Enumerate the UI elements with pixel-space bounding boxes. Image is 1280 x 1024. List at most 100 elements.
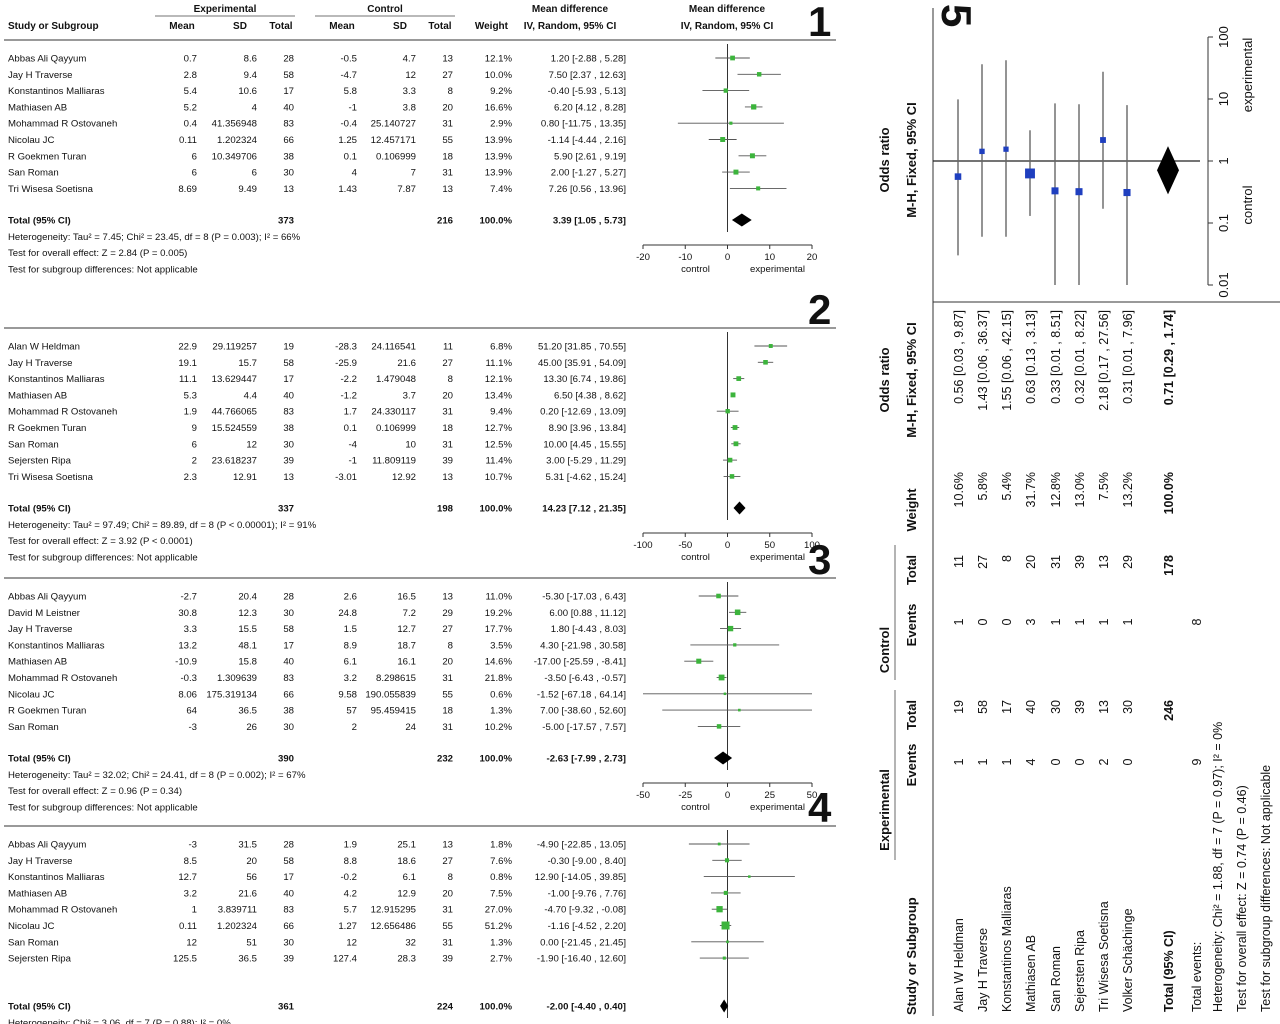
forest-panel-2: 2 Alan W Heldman 22.9 29.119257 19 -28.3 24.11… [4, 286, 836, 563]
row-cell-1: 15.5 [238, 624, 257, 635]
row-ctrl-events: 1 [1121, 618, 1135, 625]
row-exp-events: 0 [1121, 758, 1135, 765]
study-name: Nicolau JC [8, 135, 54, 146]
row-cell-5: 20 [442, 657, 453, 668]
row-cell-2: 30 [283, 168, 294, 179]
point-estimate [718, 674, 725, 681]
row-cell-5: 31 [442, 722, 453, 733]
or-study-marker [1123, 105, 1131, 285]
study-row: R Goekmen Turan 6 10.349706 38 0.1 0.106999 18… [8, 151, 767, 162]
row-cell-3: 0.1 [344, 151, 357, 162]
row-cell-1: 41.356948 [212, 119, 257, 130]
row-cell-7: -1.90 [-16.40 , 12.60] [537, 954, 626, 965]
study-row: Mohammad R Ostovaneh 1 3.839711 83 5.7 12.915… [8, 905, 728, 916]
study-name: Mohammad R Ostovaneh [8, 673, 117, 684]
y-tick-label: 1 [1216, 157, 1231, 164]
row-cell-1: 4 [252, 102, 258, 113]
row-ctrl-events: 0 [976, 618, 990, 625]
row-cell-0: 8.5 [184, 856, 197, 867]
row-cell-2: 17 [283, 374, 294, 385]
row-cell-1: 23.618237 [212, 456, 257, 467]
row-cell-1: 12.3 [238, 608, 257, 619]
or-study-marker [1075, 104, 1083, 285]
footnote: Test for overall effect: Z = 3.92 (P < 0… [8, 536, 193, 547]
row-cell-4: 12.9 [397, 888, 416, 899]
row-cell-7: 3.00 [-5.29 , 11.29] [546, 456, 626, 467]
row-cell-3: 1.9 [344, 840, 357, 851]
row-cell-0: 6 [192, 151, 197, 162]
panel-number: 4 [808, 784, 832, 831]
row-cell-6: 2.7% [490, 954, 512, 965]
row-cell-2: 19 [283, 342, 294, 353]
row-cell-2: 30 [283, 722, 294, 733]
study-row: San Roman 6 12 30 -4 10 31 12.5% 10.00 [4.45 , 1… [8, 439, 741, 450]
study-row: Jay H Traverse 8.5 20 58 8.8 18.6 27 7.6% -0.30 … [8, 856, 742, 867]
row-cell-3: 8.9 [344, 640, 357, 651]
axis-left-label: control [681, 552, 710, 563]
row-cell-2: 83 [283, 407, 294, 418]
row-cell-4: 1.479048 [376, 374, 416, 385]
row-cell-5: 55 [442, 135, 453, 146]
study-name: Konstantinos Malliaras [1000, 886, 1014, 1012]
row-cell-2: 13 [283, 472, 294, 483]
row-cell-3: 2.6 [344, 592, 357, 603]
study-name: Mathiasen AB [8, 657, 67, 668]
row-cell-7: -17.00 [-25.59 , -8.41] [534, 657, 626, 668]
row-cell-2: 38 [283, 423, 294, 434]
row-cell-4: 8.298615 [376, 673, 416, 684]
row-cell-2: 13 [283, 184, 294, 195]
row-cell-0: -10.9 [175, 657, 197, 668]
point-estimate [1025, 168, 1035, 179]
total-weight: 100.0% [1162, 472, 1176, 514]
row-ci: 0.31 [0.01 , 7.96] [1121, 310, 1135, 404]
row-cell-5: 55 [442, 921, 453, 932]
pooled-diamond [720, 999, 729, 1013]
study-name: Mohammad R Ostovaneh [8, 407, 117, 418]
point-estimate [748, 875, 751, 878]
row-cell-1: 175.319134 [206, 689, 257, 700]
point-estimate [733, 441, 739, 447]
row-cell-5: 31 [442, 439, 453, 450]
row-cell-1: 56 [246, 872, 257, 883]
row-cell-0: 0.11 [179, 135, 197, 146]
row-cell-2: 17 [283, 872, 294, 883]
row-cell-5: 39 [442, 954, 453, 965]
row-cell-1: 15.524559 [212, 423, 257, 434]
point-estimate [749, 153, 755, 159]
row-cell-2: 58 [283, 624, 294, 635]
row-cell-6: 13.9% [485, 151, 513, 162]
total-weight: 100.0% [479, 754, 512, 765]
study-name: Mathiasen AB [8, 888, 67, 899]
study-name: R Goekmen Turan [8, 706, 86, 717]
point-estimate [763, 360, 768, 365]
row-cell-2: 66 [283, 689, 294, 700]
row-cell-2: 39 [283, 456, 294, 467]
header-col-total-2: Total [269, 21, 292, 32]
study-name: Tri Wisesa Soetisna [1097, 901, 1111, 1012]
row-exp-events: 4 [1024, 758, 1038, 765]
header-col-mean-3: Mean [329, 21, 355, 32]
study-name: Tri Wisesa Soetisna [8, 472, 94, 483]
row-ctrl-total: 29 [1121, 555, 1135, 569]
row-cell-2: 28 [283, 54, 294, 65]
study-row: Nicolau JC 0.11 1.202324 66 1.27 12.656486 55 5… [8, 921, 732, 932]
row-ci: 1.43 [0.06 , 36.37] [976, 310, 990, 411]
row-weight: 5.8% [976, 472, 990, 501]
row-cell-5: 27 [442, 624, 453, 635]
row-cell-4: 18.7 [397, 640, 416, 651]
study-name: Mathiasen AB [1024, 935, 1038, 1012]
study-name: Abbas Ali Qayyum [8, 840, 86, 851]
row-cell-6: 17.7% [485, 624, 513, 635]
row-cell-1: 1.202324 [217, 921, 258, 932]
study-name: Alan W Heldman [8, 342, 80, 353]
study-row: Mohammad R Ostovaneh 1.9 44.766065 83 1.7 24.… [8, 407, 739, 418]
row-cell-0: 0.11 [179, 921, 197, 932]
study-name: San Roman [8, 722, 59, 733]
footnote: Test for subgroup differences: Not appli… [8, 802, 198, 813]
row-cell-7: 5.31 [-4.62 , 15.24] [545, 472, 626, 483]
row-cell-6: 1.8% [490, 840, 512, 851]
row-cell-3: 4 [352, 168, 358, 179]
row-cell-2: 58 [283, 70, 294, 81]
row-exp-total: 13 [1097, 700, 1111, 714]
row-cell-1: 10.349706 [212, 151, 257, 162]
